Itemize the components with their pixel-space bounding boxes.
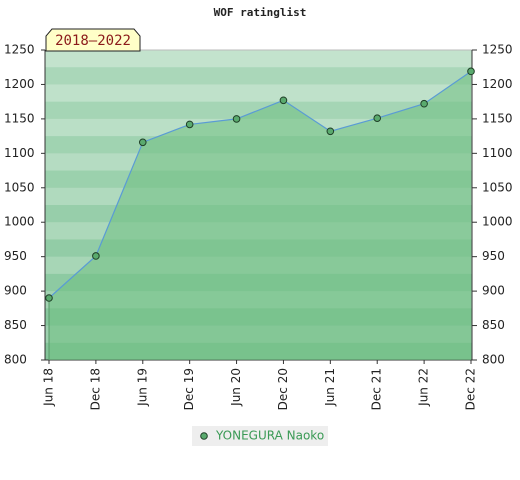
marker: [420, 99, 428, 108]
y2-tick-label: 1150: [482, 111, 513, 125]
y2-tick-label: 1050: [482, 180, 513, 194]
area: [49, 71, 471, 360]
marker: [92, 252, 100, 260]
y2-tick-label: 850: [482, 318, 505, 332]
y-tick-label: 1000: [4, 215, 35, 229]
y2-tick-label: 1000: [482, 215, 513, 229]
y-tick-label: 1050: [4, 180, 35, 194]
x-tick-label: Jun 18: [42, 368, 56, 407]
y-tick-label: 1150: [4, 111, 35, 125]
x-tick-label: Jun 19: [135, 368, 149, 407]
band: [45, 67, 472, 85]
marker: [326, 127, 335, 136]
marker: [279, 96, 288, 105]
annotation-box: [45, 28, 141, 52]
legend-label: YONEGURA Naoko: [215, 429, 324, 443]
marker: [232, 115, 241, 123]
legend-box: [192, 426, 328, 446]
y-tick-label: 1100: [4, 146, 35, 160]
x-tick-label: Jun 20: [229, 368, 243, 407]
legend: YONEGURA Naoko: [192, 426, 328, 446]
x-tick-label: Jun 22: [417, 368, 431, 407]
y-tick-label: 950: [4, 249, 27, 263]
marker: [467, 67, 475, 76]
marker: [45, 294, 53, 302]
band: [45, 84, 472, 103]
y2-tick-label: 1250: [482, 43, 513, 57]
y2-tick-label: 1100: [482, 146, 513, 160]
chart-title: WOF ratinglist: [214, 6, 307, 19]
marker: [185, 120, 194, 129]
x-tick-label: Jun 21: [323, 368, 337, 407]
y2-tick-label: 1200: [482, 77, 513, 91]
y-tick-label: 800: [4, 353, 27, 367]
marker: [138, 138, 147, 147]
x-tick-label: Dec 18: [88, 368, 102, 410]
y-tick-label: 1250: [4, 43, 35, 57]
x-tick-label: Dec 19: [182, 368, 196, 410]
marker: [373, 114, 382, 122]
band: [45, 50, 472, 68]
line: [48, 70, 472, 299]
y-tick-label: 900: [4, 284, 27, 298]
y2-tick-label: 900: [482, 284, 505, 298]
x-tick-label: Dec 21: [370, 368, 384, 410]
y-tick-label: 850: [4, 318, 27, 332]
legend-marker: [200, 432, 208, 440]
y2-tick-label: 800: [482, 353, 505, 367]
y-tick-label: 1200: [4, 77, 35, 91]
y2-tick-label: 950: [482, 249, 505, 263]
annotation: 2018–2022: [55, 33, 131, 49]
x-tick-label: Dec 22: [464, 368, 478, 410]
x-tick-label: Dec 20: [276, 368, 290, 410]
